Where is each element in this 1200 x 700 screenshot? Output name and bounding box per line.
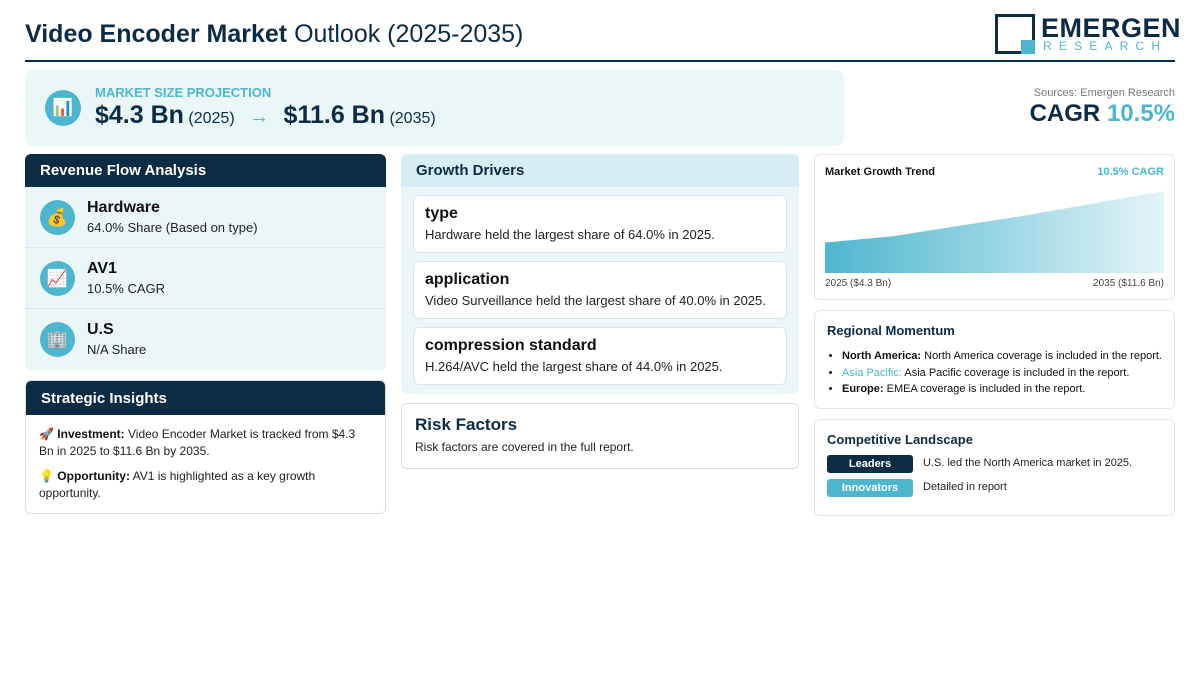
regional-momentum-panel: Regional Momentum North America: North A…	[814, 310, 1175, 409]
innovators-text: Detailed in report	[923, 481, 1007, 493]
investment-text: Video Encoder Market is tracked from $4.…	[39, 427, 356, 458]
competitive-landscape-title: Competitive Landscape	[827, 432, 973, 447]
region-list: North America: North America coverage is…	[842, 348, 1162, 398]
revenue-item-sub: 10.5% CAGR	[87, 281, 166, 296]
page-title: Video Encoder Market Outlook (2025-2035)	[25, 20, 523, 49]
trend-start-label: 2025 ($4.3 Bn)	[825, 278, 892, 289]
market-size-projection: 📊 MARKET SIZE PROJECTION $4.3 Bn (2025) …	[25, 70, 844, 146]
region-item-north-america: North America: North America coverage is…	[842, 348, 1162, 365]
trend-end-label: 2035 ($11.6 Bn)	[1093, 278, 1164, 289]
market-growth-trend-panel: Market Growth Trend 10.5% CAGR 2025 ($4.…	[814, 154, 1175, 300]
driver-title: compression standard	[425, 337, 597, 354]
competitive-landscape-panel: Competitive Landscape Leaders U.S. led t…	[814, 419, 1175, 516]
region-item-europe: Europe: EMEA coverage is included in the…	[842, 381, 1162, 398]
driver-card-compression-standard: compression standard H.264/AVC held the …	[413, 327, 787, 385]
region-text: Asia Pacific coverage is included in the…	[904, 366, 1130, 379]
title-rest: Outlook (2025-2035)	[294, 20, 524, 48]
cagr-headline: CAGR 10.5%	[1030, 100, 1175, 128]
driver-sub: H.264/AVC held the largest share of 44.0…	[425, 359, 723, 374]
region-name: Asia Pacific:	[842, 366, 902, 379]
revenue-item-title: Hardware	[87, 199, 160, 216]
emergen-logo: EMERGEN RESEARCH	[995, 13, 1181, 56]
revenue-item-title: AV1	[87, 260, 117, 277]
risk-factors-text: Risk factors are covered in the full rep…	[415, 440, 634, 454]
projection-values: $4.3 Bn (2025) → $11.6 Bn (2035)	[95, 101, 436, 130]
bar-chart-icon: 📊	[45, 90, 81, 126]
rocket-icon: 🚀	[39, 427, 54, 441]
logo-mark-icon	[995, 14, 1035, 54]
end-value: $11.6 Bn	[283, 101, 385, 129]
region-name: Europe:	[842, 383, 884, 395]
region-text: North America coverage is included in th…	[924, 350, 1162, 362]
sources-text: Sources: Emergen Research	[1033, 87, 1175, 99]
region-text: EMEA coverage is included in the report.	[886, 383, 1086, 395]
driver-card-application: application Video Surveillance held the …	[413, 261, 787, 319]
revenue-flow-panel: Revenue Flow Analysis 💰 Hardware 64.0% S…	[25, 154, 386, 370]
revenue-item-us: 🏢 U.S N/A Share	[25, 309, 386, 370]
leaders-badge: Leaders	[827, 455, 913, 473]
growth-drivers-title: Growth Drivers	[401, 154, 799, 187]
growth-drivers-panel: Growth Drivers type Hardware held the la…	[401, 154, 799, 394]
opportunity-insight: 💡 Opportunity: AV1 is highlighted as a k…	[26, 468, 385, 502]
logo-main-text: EMERGEN	[1041, 13, 1182, 43]
driver-title: application	[425, 271, 510, 288]
revenue-item-av1: 📈 AV1 10.5% CAGR	[25, 248, 386, 309]
investment-insight: 🚀 Investment: Video Encoder Market is tr…	[26, 426, 385, 460]
growth-area-chart	[825, 191, 1164, 273]
trend-up-icon: 📈	[40, 261, 75, 296]
trend-cagr: 10.5% CAGR	[1097, 166, 1164, 178]
region-name: North America:	[842, 350, 922, 362]
driver-sub: Video Surveillance held the largest shar…	[425, 293, 766, 308]
leaders-row: Leaders U.S. led the North America marke…	[827, 455, 1167, 473]
trend-title: Market Growth Trend	[825, 166, 936, 178]
money-bag-icon: 💰	[40, 200, 75, 235]
revenue-item-sub: N/A Share	[87, 342, 147, 357]
risk-factors-panel: Risk Factors Risk factors are covered in…	[401, 403, 799, 469]
projection-label: MARKET SIZE PROJECTION	[95, 85, 272, 100]
cagr-label: CAGR	[1029, 100, 1101, 127]
start-value: $4.3 Bn	[95, 101, 184, 129]
building-icon: 🏢	[40, 322, 75, 357]
logo-sub-text: RESEARCH	[1043, 39, 1168, 53]
region-item-asia-pacific: Asia Pacific: Asia Pacific coverage is i…	[842, 365, 1162, 382]
innovators-row: Innovators Detailed in report	[827, 479, 1167, 497]
revenue-item-sub: 64.0% Share (Based on type)	[87, 220, 258, 235]
cagr-value: 10.5%	[1106, 100, 1175, 127]
risk-factors-title: Risk Factors	[415, 415, 518, 434]
revenue-item-hardware: 💰 Hardware 64.0% Share (Based on type)	[25, 187, 386, 248]
leaders-text: U.S. led the North America market in 202…	[923, 457, 1133, 469]
driver-title: type	[425, 205, 458, 222]
start-year: (2025)	[188, 110, 235, 127]
regional-momentum-title: Regional Momentum	[827, 323, 955, 338]
title-bold: Video Encoder Market	[25, 20, 288, 48]
lightbulb-icon: 💡	[39, 469, 54, 483]
end-year: (2035)	[389, 110, 436, 127]
innovators-badge: Innovators	[827, 479, 913, 497]
investment-label: Investment:	[57, 427, 125, 441]
opportunity-text: AV1 is highlighted as a key growth oppor…	[39, 469, 316, 500]
driver-sub: Hardware held the largest share of 64.0%…	[425, 227, 715, 242]
driver-card-type: type Hardware held the largest share of …	[413, 195, 787, 253]
growth-area	[825, 191, 1164, 273]
opportunity-label: Opportunity:	[57, 469, 130, 483]
strategic-insights-title: Strategic Insights	[26, 381, 385, 415]
arrow-right-icon: →	[249, 106, 270, 128]
revenue-item-title: U.S	[87, 321, 114, 338]
header: Video Encoder Market Outlook (2025-2035)…	[25, 13, 1181, 62]
strategic-insights-panel: Strategic Insights 🚀 Investment: Video E…	[25, 380, 386, 514]
revenue-flow-title: Revenue Flow Analysis	[25, 154, 386, 187]
